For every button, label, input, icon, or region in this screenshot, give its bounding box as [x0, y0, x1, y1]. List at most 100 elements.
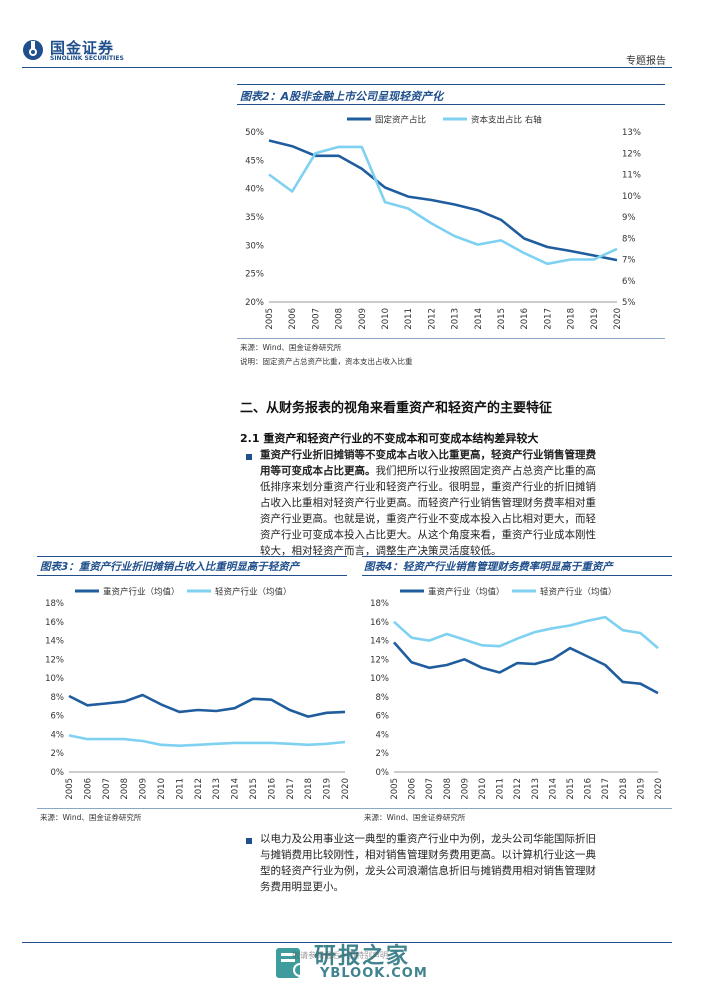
footer-rule: [22, 942, 672, 943]
y-tick-label: 2%: [51, 749, 65, 759]
footer-disclaimer: 敬请参阅最后一页特别声明: [292, 951, 388, 960]
y-tick-label: 40%: [245, 185, 264, 195]
bullet1-line: 资产行业更高。也就是说，重资产行业不变成本投入占比相对更大，而轻: [260, 513, 596, 525]
x-tick-label: 2007: [425, 778, 435, 800]
fig2-top-rule: [237, 84, 665, 85]
watermark: 研报之家 YBLOOK.COM: [272, 938, 442, 988]
bullet1-line: 低排序来划分重资产行业和轻资产行业。很明显，重资产行业的折旧摊销: [260, 481, 596, 493]
x-tick-label: 2017: [286, 778, 296, 800]
x-tick-label: 2006: [408, 778, 418, 800]
y-tick-label: 10%: [370, 674, 389, 684]
bullet1-line: 用等可变成本占比更高。我们把所以行业按照固定资产占总资产比重的高: [260, 465, 596, 477]
y-tick-label: 0%: [51, 768, 65, 778]
fig3-title-rule: [37, 575, 347, 576]
x-tick-label: 2009: [358, 308, 368, 330]
x-tick-label: 2009: [139, 778, 149, 800]
legend-label-2: 轻资产行业（均值）: [215, 587, 292, 598]
bullet-icon: [246, 838, 252, 844]
x-tick-label: 2008: [335, 308, 345, 330]
bullet2-line: 型的轻资产行业为例，龙头公司浪潮信息折旧与摊销费用相对销售管理财: [260, 865, 596, 877]
x-tick-label: 2006: [83, 778, 93, 800]
x-tick-label: 2013: [531, 778, 541, 800]
legend-label-2: 轻资产行业（均值）: [540, 587, 617, 598]
series-line-2: [268, 145, 618, 266]
x-tick-label: 2005: [265, 308, 275, 330]
bullet2-text: 以电力及公用事业这一典型的重资产行业中为例，龙头公司华能国际折旧 与摊销费用比较…: [260, 831, 680, 895]
y-right-tick-label: 8%: [622, 234, 636, 244]
x-tick-label: 2018: [567, 308, 577, 330]
y-tick-label: 14%: [45, 637, 64, 647]
x-tick-label: 2018: [619, 778, 629, 800]
x-tick-label: 2010: [478, 778, 488, 800]
logo-en: SINOLINK SECURITIES: [50, 55, 124, 62]
y-tick-label: 18%: [370, 599, 389, 609]
x-tick-label: 2012: [427, 308, 437, 330]
x-tick-label: 2020: [654, 778, 664, 800]
x-tick-label: 2008: [443, 778, 453, 800]
y-right-tick-label: 13%: [622, 128, 641, 138]
x-tick-label: 2018: [304, 778, 314, 800]
series-line-1: [268, 139, 618, 262]
x-tick-label: 2014: [231, 778, 241, 800]
y-tick-label: 35%: [245, 213, 264, 223]
y-tick-label: 4%: [51, 730, 65, 740]
y-tick-label: 25%: [245, 270, 264, 280]
fig2-note: 说明：固定资产占总资产比重，资本支出占收入比重: [240, 357, 413, 366]
x-tick-label: 2005: [65, 778, 75, 800]
x-tick-label: 2020: [341, 778, 349, 800]
fig2-source: 来源：Wind、国金证券研究所: [240, 343, 342, 352]
y-tick-label: 50%: [245, 128, 264, 138]
x-tick-label: 2006: [288, 308, 298, 330]
y-right-tick-label: 9%: [622, 213, 636, 223]
legend-label-1: 重资产行业（均值）: [103, 587, 180, 598]
legend-label-1: 重资产行业（均值）: [428, 587, 505, 598]
x-tick-label: 2012: [513, 778, 523, 800]
y-right-tick-label: 5%: [622, 298, 636, 308]
y-right-tick-label: 11%: [622, 171, 641, 181]
fig4-top-rule: [362, 556, 672, 557]
y-right-tick-label: 10%: [622, 192, 641, 202]
logo-mark-icon: [23, 40, 43, 60]
y-tick-label: 18%: [45, 599, 64, 609]
y-right-tick-label: 7%: [622, 256, 636, 266]
x-tick-label: 2015: [566, 778, 576, 800]
series-line-2: [68, 734, 346, 747]
x-tick-label: 2013: [451, 308, 461, 330]
x-tick-label: 2015: [497, 308, 507, 330]
fig3-source: 来源：Wind、国金证券研究所: [40, 813, 142, 822]
x-tick-label: 2017: [601, 778, 611, 800]
bullet1-line: 资产行业可变成本投入占比更大。从这个角度来看，重资产行业成本刚性: [260, 529, 596, 541]
fig4-title: 图表4：轻资产行业销售管理财务费率明显高于重资产: [364, 561, 613, 573]
x-tick-label: 2007: [102, 778, 112, 800]
bullet1-text: 重资产行业折旧摊销等不变成本占收入比重更高，轻资产行业销售管理费 用等可变成本占…: [260, 447, 680, 559]
fig2-title: 图表2：A股非金融上市公司呈现轻资产化: [240, 90, 444, 103]
fig4-title-rule: [362, 575, 672, 576]
x-tick-label: 2011: [496, 778, 506, 800]
x-tick-label: 2017: [543, 308, 553, 330]
x-tick-label: 2010: [381, 308, 391, 330]
x-tick-label: 2011: [404, 308, 414, 330]
x-tick-label: 2015: [249, 778, 259, 800]
fig2-bottom-rule: [237, 338, 665, 339]
y-tick-label: 0%: [376, 768, 390, 778]
y-tick-label: 10%: [45, 674, 64, 684]
fig3-top-rule: [37, 556, 347, 557]
y-tick-label: 45%: [245, 156, 264, 166]
x-tick-label: 2016: [520, 308, 530, 330]
x-tick-label: 2014: [474, 308, 484, 330]
y-tick-label: 4%: [376, 730, 390, 740]
fig3-title: 图表3：重资产行业折旧摊销占收入比重明显高于轻资产: [40, 561, 300, 573]
bullet2-line: 以电力及公用事业这一典型的重资产行业中为例，龙头公司华能国际折旧: [260, 833, 596, 845]
legend-label-2: 资本支出占比 右轴: [471, 115, 542, 126]
x-tick-label: 2005: [390, 778, 400, 800]
x-tick-label: 2019: [636, 778, 646, 800]
y-tick-label: 8%: [376, 693, 390, 703]
bullet1-line: 重资产行业折旧摊销等不变成本占收入比重更高，轻资产行业销售管理费: [260, 449, 596, 461]
series-line-1: [68, 693, 346, 718]
x-tick-label: 2013: [212, 778, 222, 800]
fig4-chart: 0% 2% 4% 6% 8% 10% 12% 14% 16% 18% 2005 2006 2007 200…: [370, 587, 664, 800]
x-tick-label: 2011: [175, 778, 185, 800]
x-tick-label: 2008: [120, 778, 130, 800]
fig4-source: 来源：Wind、国金证券研究所: [364, 813, 466, 822]
legend-label-1: 固定资产占比: [375, 115, 426, 126]
